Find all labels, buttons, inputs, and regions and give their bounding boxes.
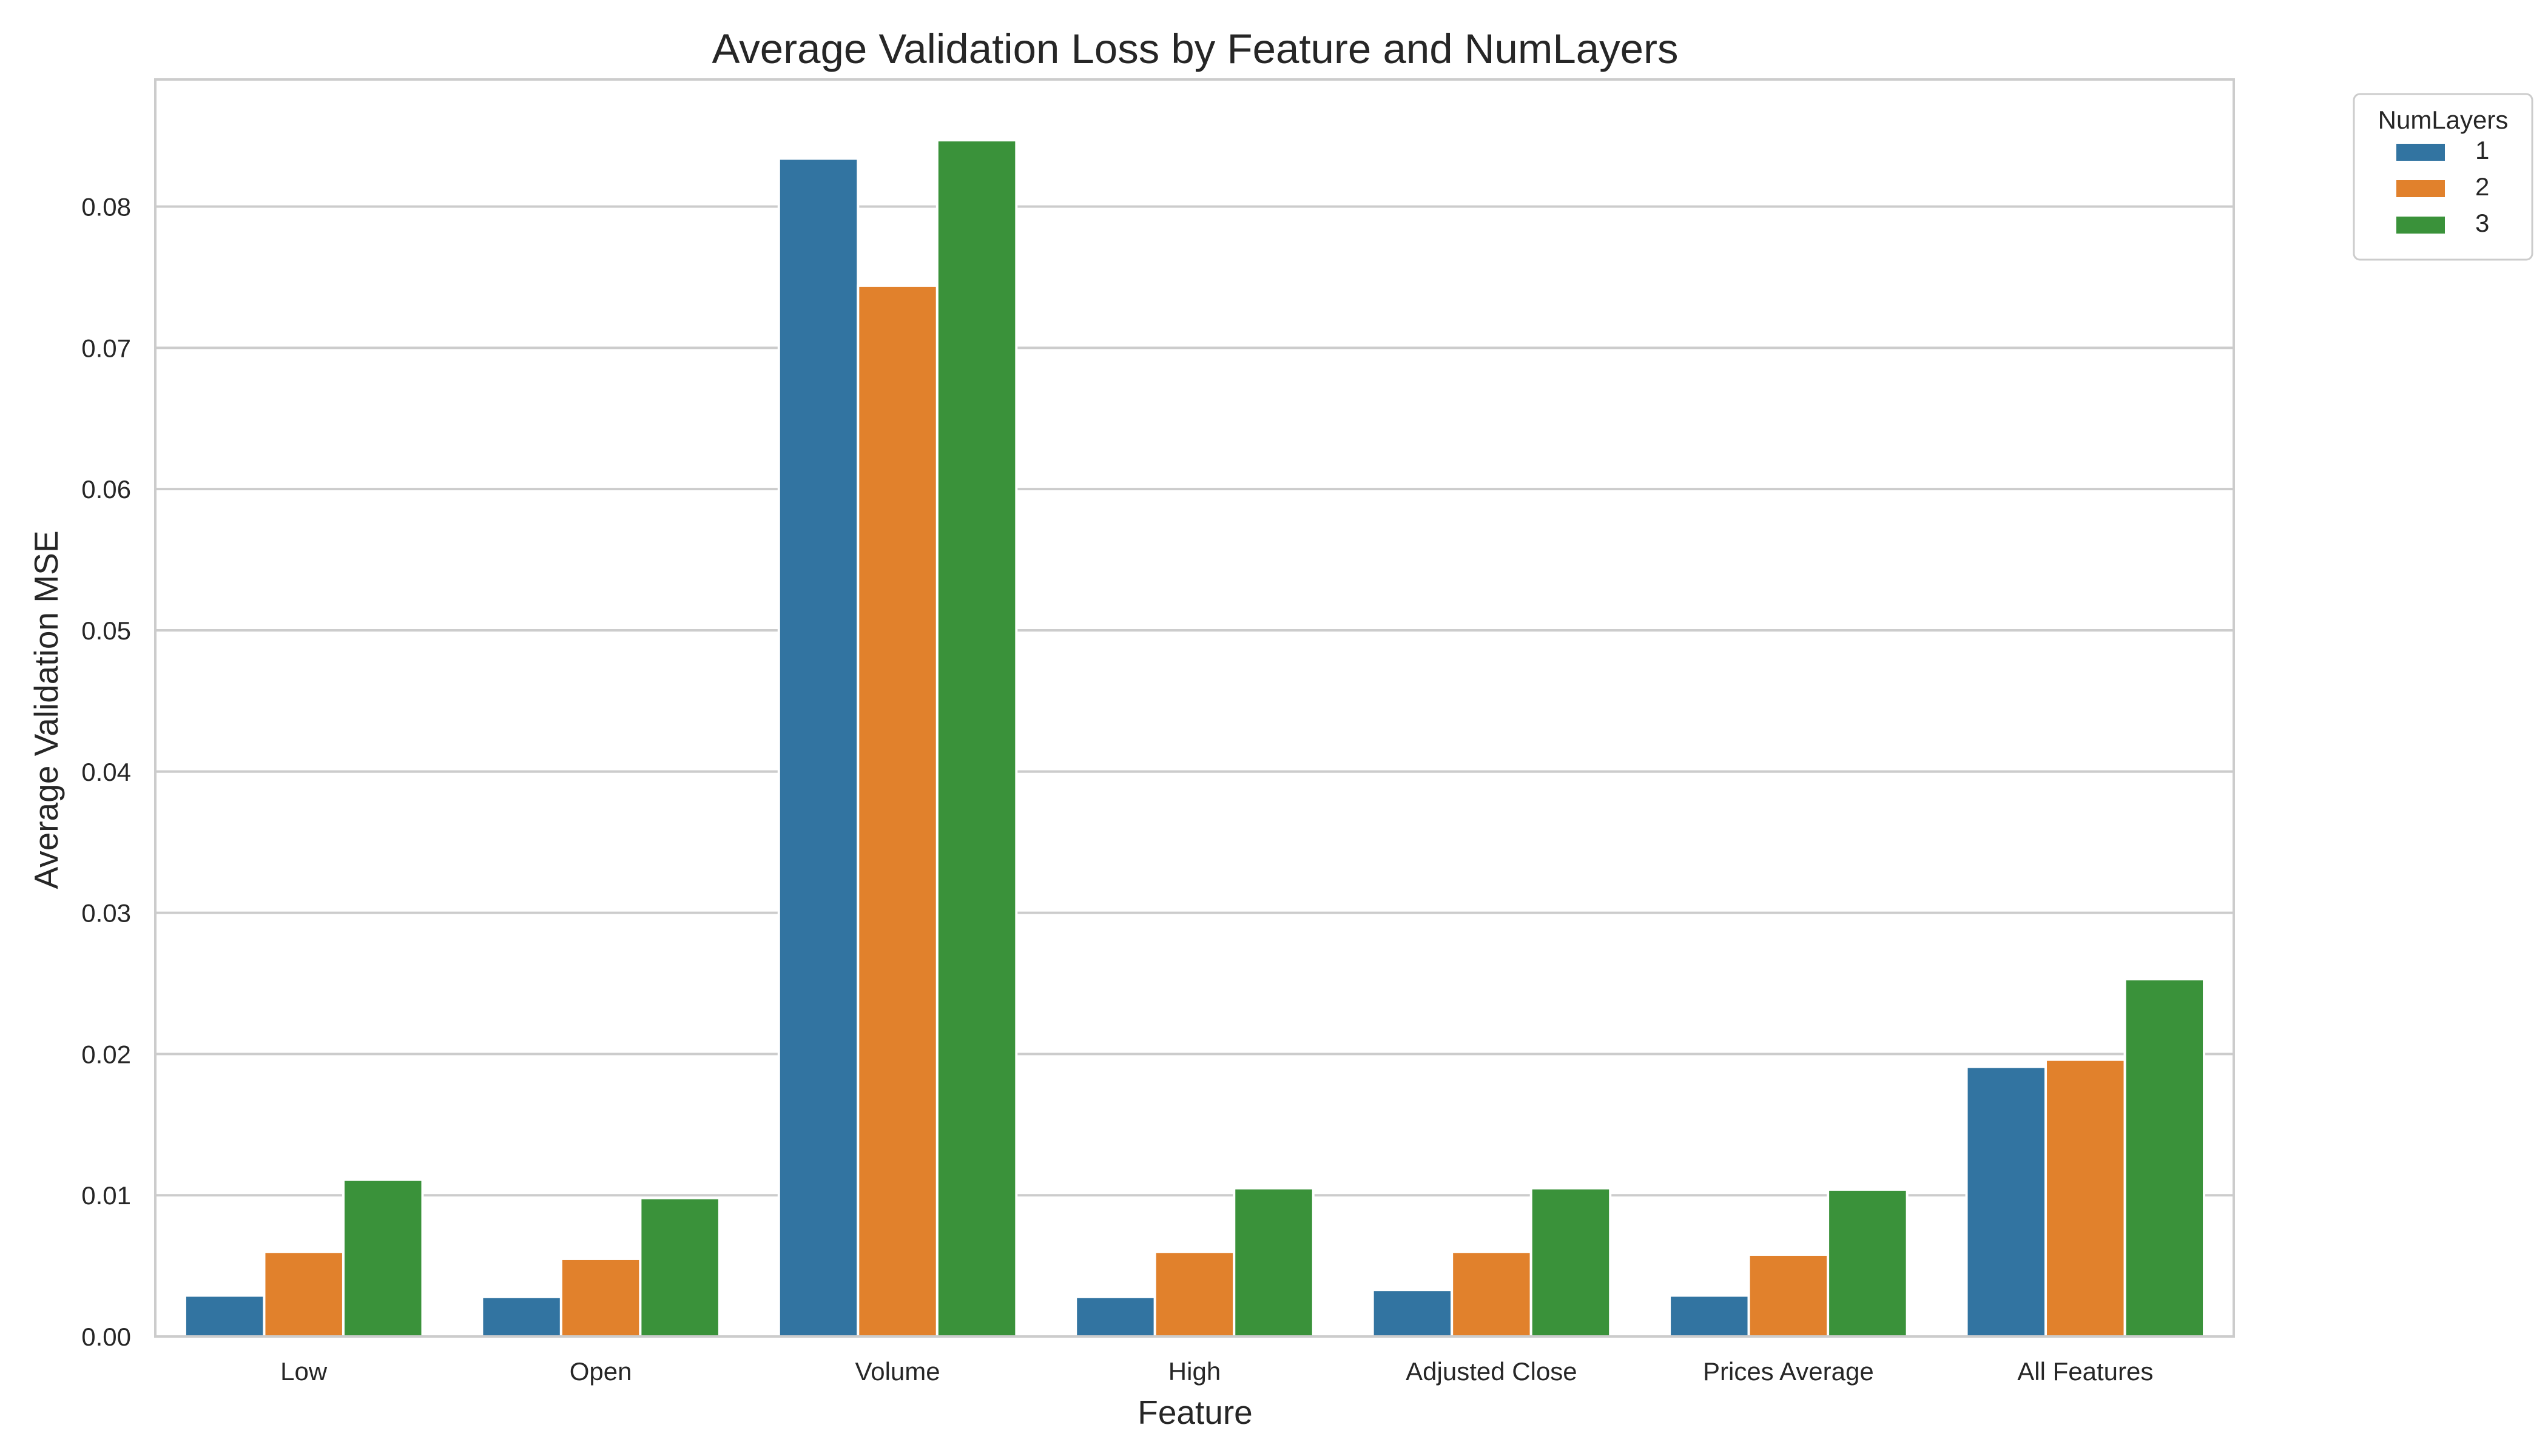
bar-adjusted-close-series-1: [1371, 1289, 1454, 1338]
legend-label-3: 3: [2475, 209, 2489, 237]
bar-prices-average-series-3: [1827, 1188, 1909, 1338]
bar-adjusted-close-series-2: [1451, 1250, 1532, 1338]
bar-low-series-2: [263, 1250, 345, 1338]
y-tick-label: 0.04: [81, 758, 131, 786]
y-tick-label: 0.02: [81, 1040, 131, 1068]
bar-volume-series-2: [857, 284, 939, 1338]
bar-high-series-2: [1153, 1250, 1236, 1338]
x-tick-label: Low: [280, 1357, 328, 1386]
legend-swatch-1: [2396, 144, 2445, 161]
y-tick-label: 0.03: [81, 899, 131, 928]
legend-title: NumLayers: [2378, 106, 2509, 134]
y-tick-label: 0.06: [81, 475, 131, 504]
bar-volume-series-3: [935, 139, 1018, 1338]
x-tick-label: Open: [570, 1357, 632, 1386]
y-tick-label: 0.00: [81, 1323, 131, 1351]
x-tick-labels: Low Open Volume High Adjusted Close Prices Av…: [280, 1357, 2153, 1386]
y-tick-label: 0.01: [81, 1181, 131, 1210]
bars: [183, 139, 2206, 1338]
bar-adjusted-close-series-3: [1529, 1187, 1612, 1338]
bar-all-features-series-1: [1965, 1065, 2048, 1338]
bar-open-series-2: [559, 1257, 642, 1338]
bar-prices-average-series-2: [1747, 1253, 1830, 1338]
y-tick-label: 0.07: [81, 334, 131, 362]
bar-high-series-3: [1233, 1187, 1315, 1338]
bar-low-series-1: [183, 1294, 266, 1338]
legend-items: 1 2 3: [2396, 136, 2489, 237]
y-tick-label: 0.05: [81, 616, 131, 645]
bar-volume-series-1: [777, 157, 860, 1338]
x-tick-label: Adjusted Close: [1406, 1357, 1577, 1386]
x-tick-label: All Features: [2017, 1357, 2153, 1386]
bar-high-series-1: [1074, 1295, 1156, 1338]
x-tick-label: Volume: [855, 1357, 940, 1386]
y-axis-label: Average Validation MSE: [27, 530, 65, 889]
bar-all-features-series-2: [2044, 1058, 2126, 1338]
y-tick-label: 0.08: [81, 193, 131, 221]
bar-all-features-series-3: [2123, 977, 2206, 1338]
x-axis-label: Feature: [1138, 1394, 1253, 1431]
plot-frame: [154, 78, 2235, 1338]
bar-open-series-3: [639, 1196, 721, 1338]
bar-prices-average-series-1: [1668, 1294, 1750, 1338]
y-tick-labels: 0.00 0.01 0.02 0.03 0.04 0.05 0.06 0.07 0.08: [81, 193, 131, 1351]
chart-title: Average Validation Loss by Feature and N…: [712, 25, 1678, 72]
legend-label-2: 2: [2475, 172, 2489, 201]
bar-low-series-3: [342, 1178, 424, 1338]
legend-label-1: 1: [2475, 136, 2489, 164]
x-tick-label: High: [1168, 1357, 1221, 1386]
legend: NumLayers 1 2 3: [2353, 93, 2533, 261]
bar-open-series-1: [480, 1295, 562, 1338]
x-tick-label: Prices Average: [1703, 1357, 1874, 1386]
legend-swatch-3: [2396, 217, 2445, 234]
legend-swatch-2: [2396, 180, 2445, 197]
